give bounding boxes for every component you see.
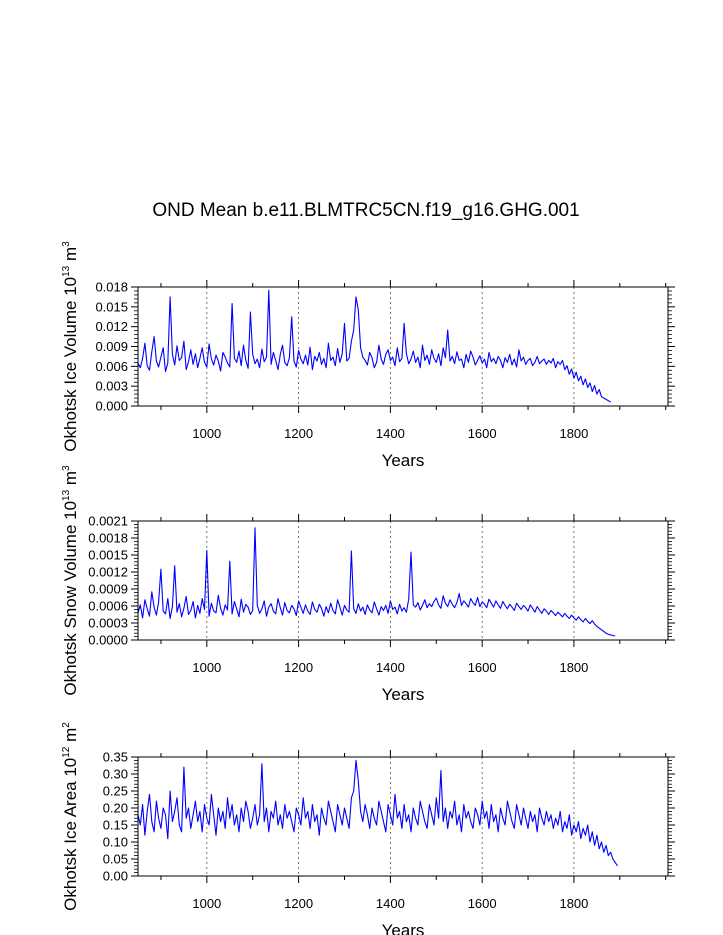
y-tick-label: 0.30: [103, 767, 128, 782]
y-axis-label: Okhotsk Ice Area 1012 m2: [61, 722, 80, 911]
y-tick-label: 0.0012: [88, 565, 128, 580]
y-tick-label: 0.25: [103, 784, 128, 799]
y-tick-label: 0.000: [95, 399, 128, 414]
y-tick-label: 0.35: [103, 750, 128, 765]
x-axis-label: Years: [382, 921, 425, 935]
y-tick-label: 0.10: [103, 835, 128, 850]
chart-panel-3: 1000 1200 1400 1600 1800 0.00 0.05 0.10 0.15 0.20…: [61, 722, 675, 935]
x-tick-label: 1400: [376, 426, 405, 441]
y-tick-label: 0.018: [95, 280, 128, 295]
y-tick-label: 0.0021: [88, 514, 128, 529]
x-tick-label: 1400: [376, 660, 405, 675]
x-tick-label: 1400: [376, 896, 405, 911]
x-tick-label: 1800: [559, 896, 588, 911]
y-tick-label: 0.05: [103, 852, 128, 867]
plot-frame: [137, 520, 669, 641]
chart-title: OND Mean b.e11.BLMTRC5CN.f19_g16.GHG.001: [152, 200, 579, 221]
x-tick-label: 1800: [559, 660, 588, 675]
y-tick-label: 0.015: [95, 299, 128, 314]
x-tick-label: 1200: [284, 896, 313, 911]
y-tick-label: 0.0015: [88, 548, 128, 563]
x-axis-label: Years: [382, 451, 425, 470]
y-tick-label: 0.0006: [88, 599, 128, 614]
x-tick-label: 1000: [192, 660, 221, 675]
y-tick-label: 0.0009: [88, 582, 128, 597]
y-tick-label: 0.0000: [88, 633, 128, 648]
y-axis-label: Okhotsk Snow Volume 1013 m3: [61, 465, 80, 696]
x-tick-label: 1000: [192, 896, 221, 911]
y-tick-label: 0.012: [95, 319, 128, 334]
y-tick-label: 0.003: [95, 379, 128, 394]
x-tick-label: 1000: [192, 426, 221, 441]
x-tick-label: 1800: [559, 426, 588, 441]
y-tick-label: 0.006: [95, 359, 128, 374]
y-tick-label: 0.009: [95, 339, 128, 354]
y-tick-label: 0.0018: [88, 531, 128, 546]
x-tick-label: 1200: [284, 660, 313, 675]
y-tick-label: 0.15: [103, 818, 128, 833]
chart-panel-1: 1000 1200 1400 1600 1800 0.000 0.003 0.006 0.009…: [61, 241, 675, 470]
plot-frame: [137, 756, 669, 877]
series-line: [137, 759, 618, 867]
x-tick-label: 1200: [284, 426, 313, 441]
series-line: [137, 527, 616, 637]
x-tick-label: 1600: [468, 896, 497, 911]
x-tick-label: 1600: [468, 660, 497, 675]
chart-panel-2: 1000 1200 1400 1600 1800 0.0000 0.0003 0.0006 0.…: [61, 465, 675, 704]
y-tick-label: 0.0003: [88, 616, 128, 631]
y-tick-label: 0.00: [103, 869, 128, 884]
x-tick-label: 1600: [468, 426, 497, 441]
series-line: [137, 289, 611, 403]
y-axis-label: Okhotsk Ice Volume 1013 m3: [61, 241, 80, 452]
x-axis-label: Years: [382, 685, 425, 704]
y-tick-label: 0.20: [103, 801, 128, 816]
